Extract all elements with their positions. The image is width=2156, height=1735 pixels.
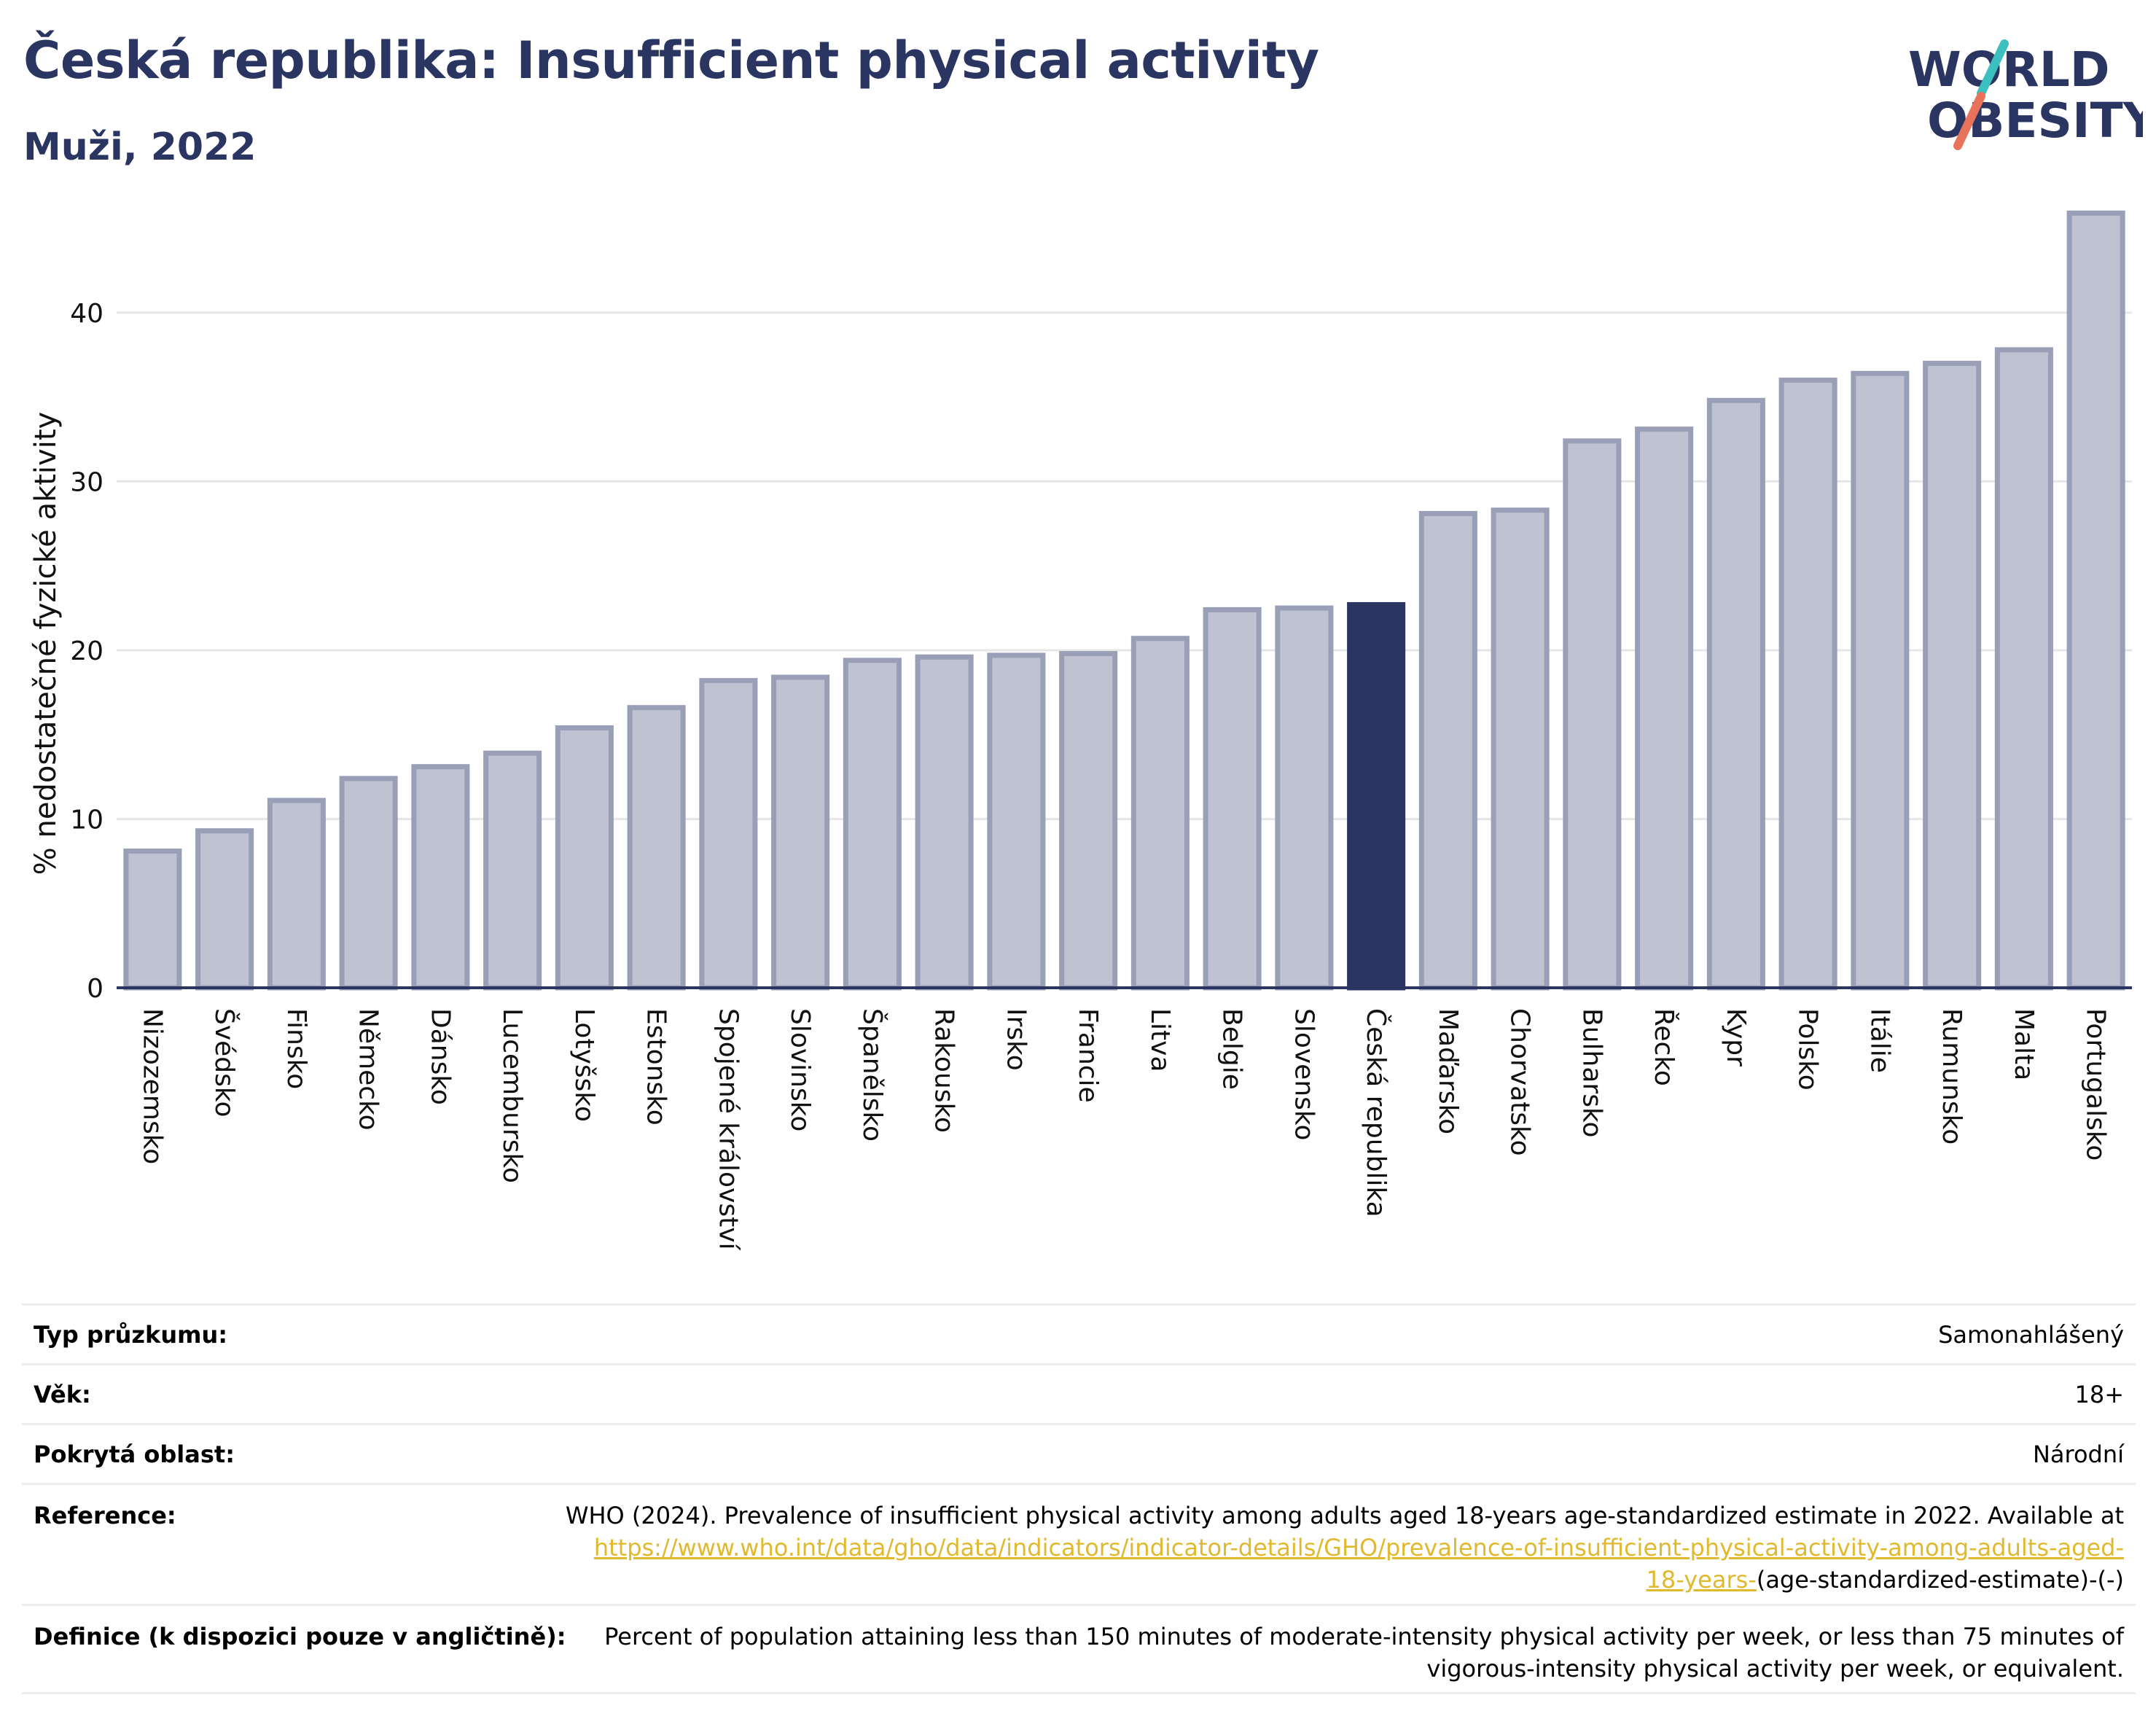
reference-value: WHO (2024). Prevalence of insufficient p… bbox=[566, 1500, 2136, 1596]
bar bbox=[843, 658, 902, 991]
definition-text-line1: Percent of population attaining less tha… bbox=[604, 1623, 2124, 1650]
x-tick-label: Bulharsko bbox=[1577, 1008, 1606, 1138]
y-tick-label: 40 bbox=[70, 299, 103, 329]
y-tick-label: 20 bbox=[70, 636, 103, 666]
bar bbox=[339, 776, 398, 991]
x-tick-label: Rakousko bbox=[929, 1008, 959, 1133]
info-value: Samonahlášený bbox=[1938, 1320, 2124, 1349]
bar bbox=[555, 725, 614, 991]
x-tick-label: Itálie bbox=[1864, 1008, 1894, 1073]
reference-link-continued[interactable]: 18-years- bbox=[1646, 1566, 1757, 1594]
x-tick-label: Portugalsko bbox=[2081, 1008, 2111, 1161]
bar bbox=[1347, 601, 1406, 991]
world-obesity-logo: WORLD OBESITY bbox=[1908, 39, 2143, 150]
info-label: Definice (k dispozici pouze v angličtině… bbox=[34, 1623, 566, 1650]
bar bbox=[1275, 605, 1334, 991]
bar bbox=[267, 798, 326, 991]
reference-text: WHO (2024). Prevalence of insufficient p… bbox=[565, 1502, 2124, 1529]
reference-link[interactable]: https://www.who.int/data/gho/data/indica… bbox=[593, 1534, 2124, 1562]
logo-slash-teal bbox=[1977, 39, 2009, 98]
x-tick-label: Irsko bbox=[1001, 1008, 1031, 1071]
x-tick-label: Dánsko bbox=[425, 1008, 455, 1105]
x-tick-label: Slovensko bbox=[1289, 1008, 1319, 1141]
bar bbox=[1778, 378, 1837, 991]
x-tick-label: Švédsko bbox=[209, 1008, 240, 1118]
definition-text-line2: vigorous-intensity physical activity per… bbox=[1426, 1655, 2124, 1683]
bar bbox=[627, 705, 686, 991]
y-tick-label: 30 bbox=[70, 467, 103, 497]
x-tick-label: Nizozemsko bbox=[137, 1008, 167, 1164]
x-tick-label: Estonsko bbox=[641, 1008, 671, 1126]
x-tick-label: Česká republika bbox=[1361, 1008, 1391, 1217]
x-tick-label: Malta bbox=[2009, 1008, 2039, 1080]
x-tick-label: Řecko bbox=[1649, 1008, 1679, 1086]
info-table: Typ průzkumu: Samonahlášený Věk: 18+ Pok… bbox=[22, 1303, 2136, 1694]
bar bbox=[771, 674, 830, 991]
info-row-survey-type: Typ průzkumu: Samonahlášený bbox=[22, 1303, 2136, 1363]
logo-text-line1: WORLD bbox=[1908, 42, 2110, 98]
info-row-definition: Definice (k dispozici pouze v angličtině… bbox=[22, 1604, 2136, 1694]
info-value: Národní bbox=[2032, 1440, 2124, 1468]
x-tick-label: Rumunsko bbox=[1937, 1008, 1966, 1145]
info-value: 18+ bbox=[2074, 1380, 2124, 1408]
x-tick-label: Francie bbox=[1073, 1008, 1103, 1103]
info-label: Věk: bbox=[34, 1380, 91, 1408]
info-row-reference: Reference: WHO (2024). Prevalence of ins… bbox=[22, 1483, 2136, 1604]
bar bbox=[1994, 347, 2053, 991]
info-label: Pokrytá oblast: bbox=[34, 1440, 235, 1468]
bar bbox=[1923, 360, 1982, 991]
x-tick-label: Španělsko bbox=[857, 1008, 888, 1142]
x-tick-label: Finsko bbox=[281, 1008, 311, 1089]
y-axis-label: % nedostatečné fyzické aktivity bbox=[29, 412, 63, 875]
bar bbox=[411, 764, 470, 991]
logo-slash-coral bbox=[1953, 92, 1985, 150]
x-tick-label: Kypr bbox=[1721, 1008, 1751, 1067]
bar bbox=[987, 652, 1046, 991]
x-tick-label: Belgie bbox=[1217, 1008, 1247, 1090]
bar bbox=[195, 828, 254, 991]
x-tick-label: Spojené království bbox=[713, 1008, 743, 1251]
x-tick-label: Chorvatsko bbox=[1505, 1008, 1535, 1156]
bar bbox=[1491, 507, 1550, 991]
info-label: Reference: bbox=[34, 1502, 176, 1529]
chart-title: Česká republika: Insufficient physical a… bbox=[23, 31, 1319, 90]
bar bbox=[1563, 438, 1622, 991]
bar bbox=[1418, 510, 1477, 991]
x-tick-label: Slovinsko bbox=[785, 1008, 815, 1131]
x-tick-label: Litva bbox=[1145, 1008, 1175, 1072]
bar bbox=[123, 848, 182, 991]
bar-chart: 0 10 20 30 40 % nedostatečné fyzické aktivity… bbox=[29, 210, 2132, 1251]
chart-subtitle: Muži, 2022 bbox=[23, 125, 257, 169]
bar bbox=[1706, 397, 1765, 991]
x-tick-label: Lotyšsko bbox=[569, 1008, 599, 1122]
bar bbox=[483, 750, 542, 991]
reference-text-suffix: (age-standardized-estimate)-(-) bbox=[1756, 1566, 2124, 1594]
bar bbox=[2066, 210, 2125, 991]
bar bbox=[699, 678, 758, 991]
definition-value: Percent of population attaining less tha… bbox=[604, 1621, 2136, 1685]
x-tick-label: Maďarsko bbox=[1433, 1008, 1463, 1134]
info-label: Typ průzkumu: bbox=[34, 1320, 228, 1349]
x-tick-label: Německo bbox=[354, 1008, 383, 1131]
y-tick-label: 0 bbox=[87, 974, 103, 1004]
bar bbox=[1203, 607, 1262, 991]
x-tick-label: Lucembursko bbox=[497, 1008, 527, 1183]
info-row-coverage: Pokrytá oblast: Národní bbox=[22, 1423, 2136, 1483]
bar bbox=[915, 654, 974, 991]
bar bbox=[1130, 636, 1190, 991]
bar bbox=[1635, 426, 1694, 991]
bar bbox=[1059, 651, 1118, 991]
info-row-age: Věk: 18+ bbox=[22, 1363, 2136, 1423]
x-tick-label: Polsko bbox=[1793, 1008, 1823, 1091]
bar bbox=[1851, 370, 1910, 991]
y-tick-label: 10 bbox=[70, 805, 103, 835]
